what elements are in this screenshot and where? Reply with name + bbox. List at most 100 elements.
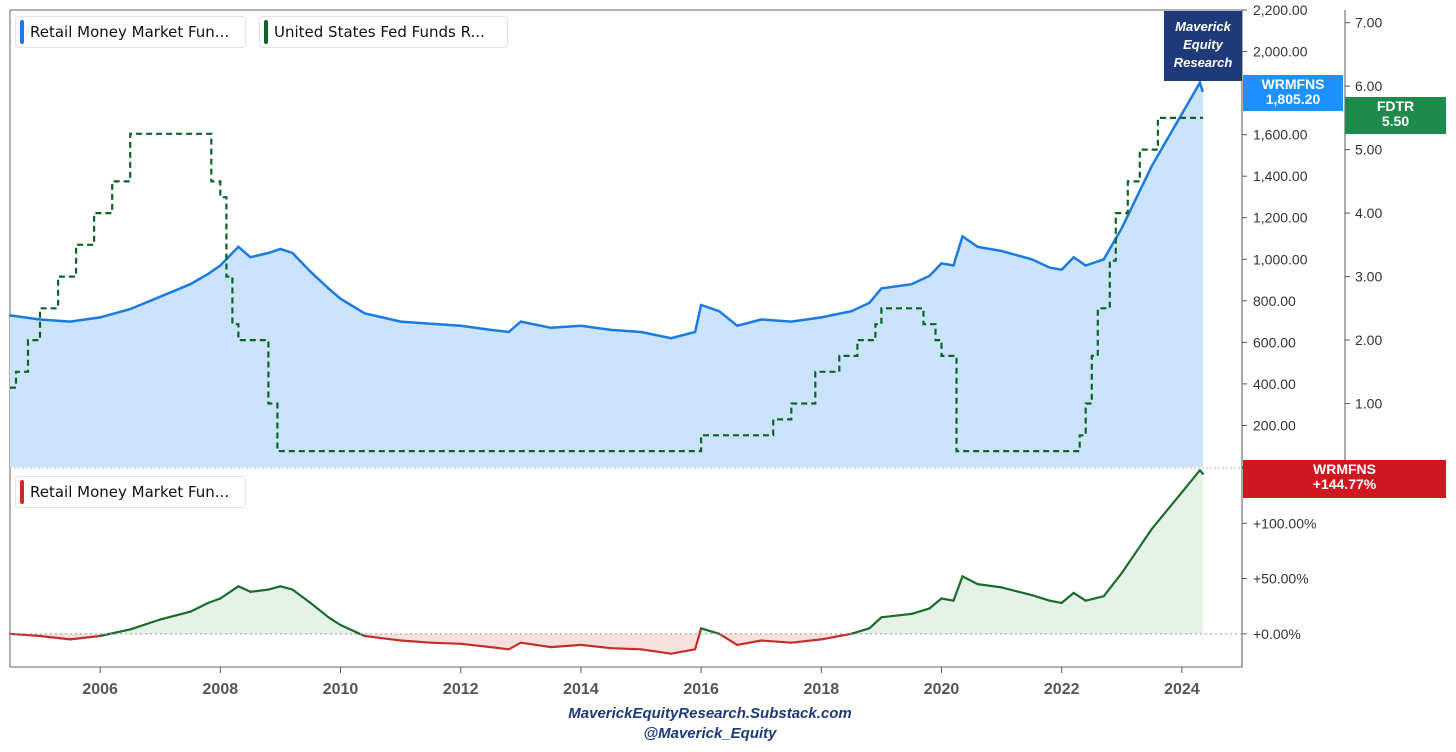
pct-axis-tick-label: +0.00%: [1253, 626, 1301, 642]
pct-line-segment: [129, 618, 162, 631]
x-axis-tick-label: 2006: [82, 681, 118, 698]
brand-line-1: Maverick: [1175, 19, 1231, 34]
legend-retail-mmf[interactable]: Retail Money Market Fun...: [15, 16, 246, 48]
pct-line-segment: [207, 597, 222, 605]
legend-fed-funds[interactable]: United States Fed Funds R...: [259, 16, 508, 48]
pct-line-segment: [549, 643, 583, 649]
pct-line-segment: [693, 627, 703, 651]
right-axis-tick-label: 4.00: [1355, 205, 1382, 221]
wrmfns-line: [8, 79, 1205, 340]
pct-line-segment: [519, 641, 553, 649]
pct-line-segment: [1180, 469, 1202, 494]
pct-value-tag: WRMFNS +144.77%: [1243, 460, 1446, 498]
pct-line-segment: [609, 647, 643, 651]
pct-line-segment: [1150, 491, 1184, 530]
right-axis-tick-label: 6.00: [1355, 78, 1382, 94]
pct-tag-name: WRMFNS: [1313, 461, 1376, 477]
x-axis-tick-label: 2020: [924, 681, 960, 698]
pct-line-segment: [699, 627, 721, 635]
legend-label-retail-mmf: Retail Money Market Fun...: [30, 23, 230, 41]
right-axis-tick-label: 3.00: [1355, 269, 1382, 285]
pct-line-segment: [1048, 599, 1063, 605]
legend-retail-mmf-pct[interactable]: Retail Money Market Fun...: [15, 476, 246, 508]
brand-line-3: Research: [1173, 55, 1233, 70]
pct-line-segment: [219, 585, 240, 600]
left-axis-tick-label: 800.00: [1253, 293, 1296, 309]
pct-line-segment: [159, 610, 192, 621]
pct-line-segment: [459, 642, 492, 649]
pct-line-segment: [98, 628, 132, 638]
pct-line-segment: [1060, 591, 1075, 605]
pct-line-segment: [68, 634, 102, 641]
x-axis-tick-label: 2014: [563, 681, 599, 698]
left-axis-tick-label: 600.00: [1253, 334, 1296, 350]
left-axis-tick-label: 1,600.00: [1253, 127, 1308, 143]
pct-line-segment: [327, 616, 342, 627]
pct-line-segment: [309, 601, 330, 619]
pct-line-segment: [1030, 593, 1051, 602]
left-axis-tick-label: 2,000.00: [1253, 44, 1308, 60]
x-axis-tick-label: 2022: [1044, 681, 1080, 698]
wrmfns-tag-value: 1,805.20: [1265, 91, 1321, 107]
pct-line-segment: [1198, 469, 1205, 475]
left-axis-tick-label: 2,200.00: [1253, 2, 1308, 18]
x-axis-tick-label: 2012: [443, 681, 479, 698]
x-axis-tick-label: 2010: [323, 681, 359, 698]
legend-swatch-blue: [20, 20, 24, 44]
pct-line-segment: [507, 641, 522, 651]
right-axis-tick-label: 2.00: [1355, 332, 1382, 348]
pct-line-segment: [790, 638, 823, 644]
footer-substack: MaverickEquityResearch.Substack.com: [568, 705, 852, 722]
pct-line-segment: [1072, 591, 1087, 602]
pct-line-segment: [399, 639, 432, 644]
pct-line-segment: [189, 601, 210, 613]
x-axis-tick-label: 2024: [1164, 681, 1200, 698]
pct-positive-fill: [10, 470, 1203, 634]
pct-line-segment: [736, 639, 763, 647]
pct-line-segment: [38, 634, 72, 641]
fdtr-value-tag: FDTR 5.50: [1345, 97, 1446, 134]
wrmfns-tag-name: WRMFNS: [1261, 76, 1325, 92]
pct-negative-fill: [10, 633, 1203, 654]
pct-line-segment: [910, 607, 931, 616]
x-axis-tick-label: 2018: [804, 681, 840, 698]
right-axis-tick-label: 7.00: [1355, 15, 1382, 31]
pct-line-segment: [952, 575, 964, 602]
pct-tag-value: +144.77%: [1312, 476, 1377, 492]
pct-line-segment: [237, 585, 252, 593]
legend-swatch-red: [20, 480, 24, 504]
pct-line-segment: [940, 597, 955, 602]
pct-line-segment: [579, 643, 613, 650]
footer-handle: @Maverick_Equity: [643, 725, 777, 742]
legend-label-fed-funds: United States Fed Funds R...: [274, 23, 485, 41]
pct-line-segment: [1000, 586, 1033, 597]
pct-line-segment: [363, 634, 402, 642]
pct-line-segment: [760, 639, 793, 644]
pct-line-segment: [1102, 571, 1123, 598]
pct-line-segment: [718, 632, 739, 647]
pct-line-segment: [279, 585, 294, 591]
left-axis-tick-label: 1,400.00: [1253, 168, 1308, 184]
pct-line-segment: [429, 641, 462, 645]
pct-line-segment: [961, 575, 979, 586]
brand-logo: Maverick Equity Research: [1164, 11, 1242, 81]
pct-line-segment: [850, 627, 871, 635]
left-axis-tick-label: 400.00: [1253, 376, 1296, 392]
pct-line-segment: [820, 632, 853, 641]
left-axis-tick-label: 1,200.00: [1253, 210, 1308, 226]
left-axis-tick-label: 200.00: [1253, 417, 1296, 433]
pct-line-segment: [639, 648, 673, 655]
pct-line-segment: [976, 582, 1003, 589]
fdtr-tag-value: 5.50: [1381, 113, 1410, 129]
legend-swatch-green: [264, 20, 268, 44]
x-axis-tick-label: 2016: [683, 681, 719, 698]
pct-line-segment: [489, 645, 510, 651]
pct-line-segment: [1084, 595, 1105, 602]
pct-axis-tick-label: +50.00%: [1253, 571, 1309, 587]
fdtr-tag-name: FDTR: [1376, 98, 1415, 114]
wrmfns-value-tag: WRMFNS 1,805.20: [1243, 75, 1343, 111]
fdtr-line: [9, 116, 1203, 453]
x-axis-tick-label: 2008: [203, 681, 239, 698]
wrmfns-area-fill: [10, 82, 1203, 467]
